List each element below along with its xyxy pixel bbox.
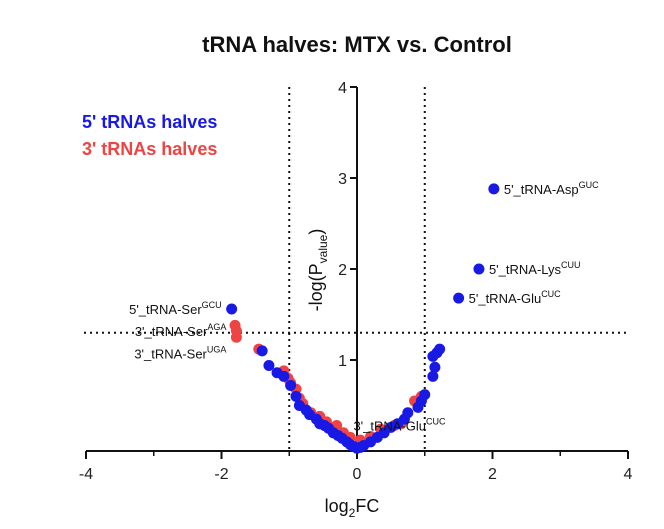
point-5prime [473, 263, 485, 275]
point-5prime [263, 359, 275, 371]
point-5prime [429, 361, 441, 373]
data-points [226, 183, 500, 454]
point-5prime [453, 292, 465, 304]
point-5prime [290, 390, 302, 402]
point-annotation: 5'_tRNA-SerGCU [129, 300, 222, 317]
x-tick-label: 2 [488, 466, 497, 483]
point-5prime [256, 345, 268, 357]
y-tick-label: 1 [338, 353, 347, 370]
point-5prime [402, 407, 414, 419]
x-tick-label: 4 [624, 466, 633, 483]
x-tick-label: -2 [214, 466, 228, 483]
point-annotation: 5'_tRNA-AspGUC [504, 180, 599, 197]
point-annotations: 5'_tRNA-AspGUC 5'_tRNA-LysCUU 5'_tRNA-GluC… [129, 180, 599, 434]
chart-title: tRNA halves: MTX vs. Control [202, 32, 512, 57]
point-annotation: 3'_tRNA-GluCUC [353, 417, 446, 434]
y-tick-label: 2 [338, 262, 347, 279]
point-annotation: 3'_tRNA-SerAGA [135, 322, 227, 339]
legend-3prime: 3' tRNAs halves [82, 139, 217, 159]
point-5prime [419, 389, 431, 401]
point-annotation: 5'_tRNA-GluCUC [469, 289, 562, 306]
y-tick-label: 3 [338, 171, 347, 188]
y-tick-label: 4 [338, 80, 347, 97]
legend-5prime: 5' tRNAs halves [82, 112, 217, 132]
point-5prime [488, 183, 500, 195]
point-annotation: 3'_tRNA-SerUGA [134, 345, 226, 362]
point-5prime [427, 370, 439, 382]
x-tick-label: 0 [353, 466, 362, 483]
y-axis-label: -log(Pvalue) [306, 229, 330, 312]
point-5prime [226, 303, 238, 315]
threshold-lines [84, 87, 630, 451]
point-3prime [230, 331, 242, 343]
x-tick-label: -4 [79, 466, 93, 483]
point-annotation: 5'_tRNA-LysCUU [489, 260, 581, 277]
point-5prime [278, 370, 290, 382]
x-axis-label: log2FC [325, 496, 380, 520]
point-5prime [434, 343, 446, 355]
point-5prime [285, 379, 297, 391]
